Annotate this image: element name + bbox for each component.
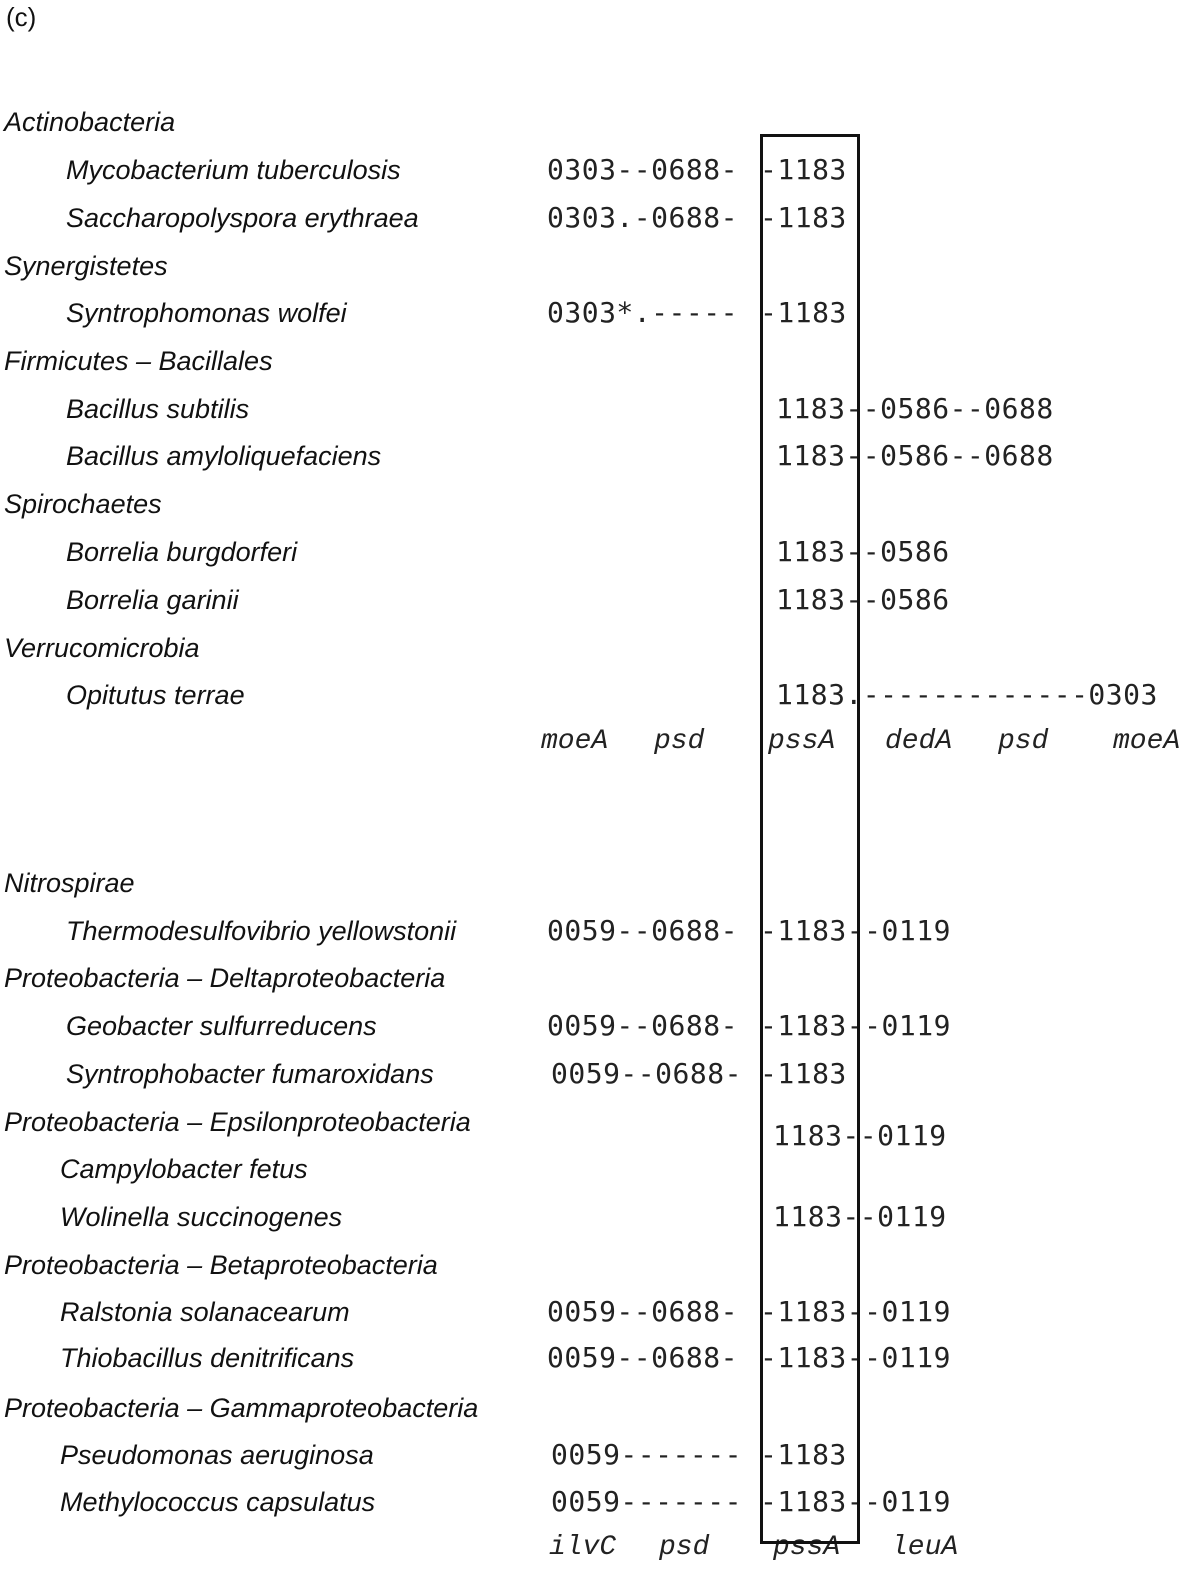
gene-neighborhood-right: -1183 [760,153,847,186]
species-label: Opitutus terrae [66,680,245,710]
species-row: Ralstonia solanacearum 0059--0688- -1183… [0,1292,1196,1332]
gene-axis-label: psd [654,726,705,757]
species-row: Pseudomonas aeruginosa 0059------- -1183 [0,1435,1196,1475]
pssA-highlight-box [760,134,860,1544]
gene-axis-label: dedA [885,726,953,757]
gene-neighborhood-right: 1183.-------------0303 [776,678,1158,711]
gene-neighborhood-right: 1183--0586 [776,535,950,568]
gene-axis-label: leuA [891,1532,959,1563]
gene-axis-row: moeA psd pssA dedA psd moeA [0,722,1196,762]
species-label: Borrelia garinii [66,585,239,615]
species-row: Borrelia burgdorferi 1183--0586 [0,532,1196,572]
gene-neighborhood-left: 0059--0688- [551,1057,742,1090]
species-label: Methylococcus capsulatus [60,1487,376,1517]
gene-neighborhood-right: -1183 [760,1438,847,1471]
group-label: Proteobacteria – Deltaproteobacteria [4,963,446,993]
group-row: Nitrospirae [0,863,1196,903]
gene-neighborhood-left: 0059--0688- [547,914,738,947]
gene-axis-row: ilvC psd pssA leuA [0,1528,1196,1568]
gene-neighborhood-right: 1183--0586 [776,583,950,616]
species-label: Thiobacillus denitrificans [60,1343,355,1373]
gene-neighborhood-right: -1183--0119 [760,1341,951,1374]
gene-axis-label: psd [998,726,1049,757]
species-row: Saccharopolyspora erythraea 0303.-0688- … [0,198,1196,238]
gene-axis-label: pssA [768,726,836,757]
gene-neighborhood-right: -1183 [760,201,847,234]
gene-neighborhood-left: 0059------- [551,1438,742,1471]
group-label: Nitrospirae [4,868,135,898]
species-row: Syntrophomonas wolfei 0303*.----- -1183 [0,293,1196,333]
species-label: Syntrophobacter fumaroxidans [66,1059,434,1089]
gene-neighborhood-left: 0303.-0688- [547,201,738,234]
gene-neighborhood-right: 1183--0586--0688 [776,392,1054,425]
gene-axis-label: moeA [1113,726,1181,757]
gene-neighborhood-right: -1183--0119 [760,1295,951,1328]
gene-neighborhood-right: -1183--0119 [760,1485,951,1518]
gene-neighborhood-left: 0303--0688- [547,153,738,186]
group-row: Proteobacteria – Gammaproteobacteria [0,1388,1196,1428]
gene-neighborhood-left: 0059--0688- [547,1295,738,1328]
group-label: Verrucomicrobia [4,633,200,663]
species-row: Syntrophobacter fumaroxidans 0059--0688-… [0,1054,1196,1094]
gene-neighborhood-right: -1183--0119 [760,914,951,947]
species-row: Methylococcus capsulatus 0059------- -11… [0,1482,1196,1522]
gene-axis-label: psd [659,1532,710,1563]
species-label: Saccharopolyspora erythraea [66,203,419,233]
gene-axis-label: ilvC [549,1532,617,1563]
species-label: Wolinella succinogenes [60,1202,343,1232]
gene-neighborhood-left: 0059------- [551,1485,742,1518]
species-label: Borrelia burgdorferi [66,537,298,567]
gene-neighborhood-right: -1183 [760,1057,847,1090]
group-row: Firmicutes – Bacillales [0,341,1196,381]
group-label: Firmicutes – Bacillales [4,346,273,376]
gene-axis-label: pssA [773,1532,841,1563]
species-row: Campylobacter fetus [0,1149,1196,1189]
species-row: Opitutus terrae 1183.-------------0303 [0,675,1196,715]
species-label: Campylobacter fetus [60,1154,308,1184]
species-label: Ralstonia solanacearum [60,1297,350,1327]
group-row: Proteobacteria – Betaproteobacteria [0,1245,1196,1285]
species-label: Thermodesulfovibrio yellowstonii [66,916,457,946]
group-label: Proteobacteria – Betaproteobacteria [4,1250,438,1280]
group-row: Verrucomicrobia [0,628,1196,668]
species-row: Borrelia garinii 1183--0586 [0,580,1196,620]
species-row: Bacillus subtilis 1183--0586--0688 [0,389,1196,429]
group-row: Actinobacteria [0,102,1196,142]
group-label: Actinobacteria [4,107,176,137]
species-label: Bacillus amyloliquefaciens [66,441,382,471]
group-row: Proteobacteria – Epsilonproteobacteria [0,1102,1196,1142]
species-row: Wolinella succinogenes 1183--0119 [0,1197,1196,1237]
gene-axis-label: moeA [541,726,609,757]
group-label: Spirochaetes [4,489,162,519]
gene-neighborhood-left: 0059--0688- [547,1009,738,1042]
panel-label: (c) [6,2,37,32]
species-row: Thermodesulfovibrio yellowstonii 0059--0… [0,911,1196,951]
group-row: Proteobacteria – Deltaproteobacteria [0,958,1196,998]
group-row: Spirochaetes [0,484,1196,524]
gene-neighborhood-right: -1183--0119 [760,1009,951,1042]
species-label: Pseudomonas aeruginosa [60,1440,374,1470]
group-label: Proteobacteria – Epsilonproteobacteria [4,1107,471,1137]
gene-neighborhood-left: 0303*.----- [547,296,738,329]
species-row: Mycobacterium tuberculosis 0303--0688- -… [0,150,1196,190]
group-label: Synergistetes [4,251,168,281]
group-label: Proteobacteria – Gammaproteobacteria [4,1393,479,1423]
species-label: Bacillus subtilis [66,394,250,424]
species-label: Syntrophomonas wolfei [66,298,347,328]
group-row: Synergistetes [0,246,1196,286]
species-row: Geobacter sulfurreducens 0059--0688- -11… [0,1006,1196,1046]
species-label: Geobacter sulfurreducens [66,1011,377,1041]
species-row: Bacillus amyloliquefaciens 1183--0586--0… [0,436,1196,476]
gene-neighborhood-left: 0059--0688- [547,1341,738,1374]
species-label: Mycobacterium tuberculosis [66,155,401,185]
species-row: Thiobacillus denitrificans 0059--0688- -… [0,1338,1196,1378]
gene-neighborhood-right: -1183 [760,296,847,329]
gene-neighborhood-right: 1183--0586--0688 [776,439,1054,472]
